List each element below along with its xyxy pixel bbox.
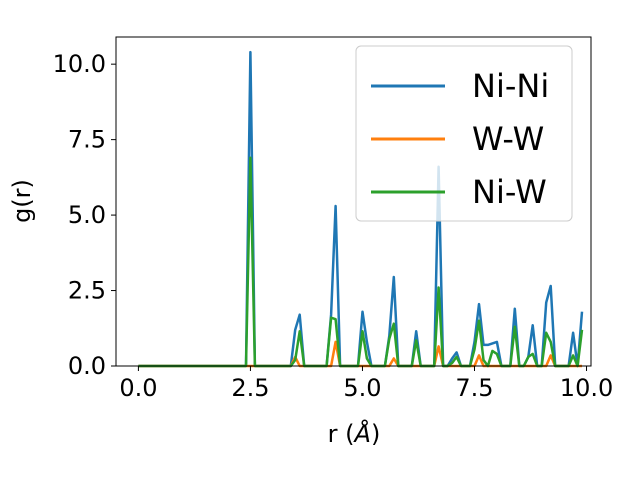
y-axis: 0.0 2.5 5.0 7.5 10.0 [53,50,116,380]
y-tick-label: 5.0 [68,201,106,229]
x-tick-label: 2.5 [231,374,269,402]
x-tick-label: 7.5 [455,374,493,402]
x-tick-label: 10.0 [560,374,613,402]
legend-label-ni-ni: Ni-Ni [472,67,549,105]
x-tick-label: 0.0 [119,374,157,402]
y-axis-label: g(r) [8,179,36,223]
legend-label-ni-w: Ni-W [472,173,547,211]
y-tick-label: 2.5 [68,277,106,305]
plot-frame [115,36,592,367]
legend-box [355,45,573,222]
legend-label-w-w: W-W [472,120,544,158]
y-tick-label: 0.0 [68,352,106,380]
x-tick-label: 5.0 [343,374,381,402]
x-axis: 0.0 2.5 5.0 7.5 10.0 [119,366,613,402]
x-axis-label: r (Å) [328,419,381,448]
y-tick-label: 10.0 [53,50,106,78]
y-tick-label: 7.5 [68,126,106,154]
legend: Ni-Ni W-W Ni-W [355,45,573,222]
